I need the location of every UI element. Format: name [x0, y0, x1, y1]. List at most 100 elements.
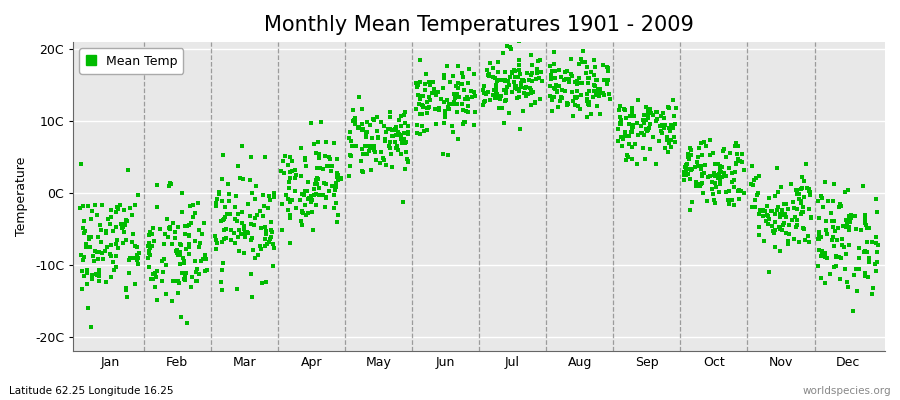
- Point: [385, 127, 400, 134]
- Point: [333, 175, 347, 182]
- Point: [266, 245, 281, 252]
- Point: [829, 262, 843, 269]
- Point: [860, 238, 874, 245]
- Point: [228, 204, 242, 210]
- Point: [796, 224, 810, 231]
- Point: [460, 94, 474, 100]
- Point: [111, 245, 125, 251]
- Point: [367, 147, 382, 153]
- Point: [289, 204, 303, 211]
- Point: [681, 151, 696, 158]
- Point: [662, 126, 677, 132]
- Point: [392, 130, 407, 137]
- Point: [862, 255, 877, 262]
- Point: [818, 254, 832, 260]
- Point: [281, 207, 295, 214]
- Point: [811, 198, 825, 204]
- Point: [374, 119, 388, 126]
- Point: [583, 111, 598, 117]
- Point: [526, 89, 540, 96]
- Point: [643, 106, 657, 113]
- Point: [147, 238, 161, 244]
- Point: [399, 139, 413, 146]
- Point: [629, 161, 643, 168]
- Point: [115, 224, 130, 230]
- Point: [79, 280, 94, 287]
- Point: [512, 67, 526, 73]
- Point: [83, 244, 97, 250]
- Point: [438, 114, 453, 120]
- Point: [621, 133, 635, 140]
- Point: [802, 206, 816, 212]
- Point: [457, 96, 472, 102]
- Point: [843, 215, 858, 222]
- Point: [479, 91, 493, 97]
- Point: [257, 224, 272, 230]
- Point: [451, 62, 465, 69]
- Point: [501, 110, 516, 116]
- Point: [858, 216, 872, 223]
- Point: [385, 133, 400, 139]
- Point: [803, 189, 817, 195]
- Point: [416, 93, 430, 99]
- Point: [246, 247, 260, 253]
- Point: [868, 261, 882, 268]
- Point: [292, 197, 307, 203]
- Point: [220, 226, 234, 232]
- Point: [253, 242, 267, 249]
- Point: [298, 156, 312, 163]
- Point: [752, 190, 766, 196]
- Point: [722, 188, 736, 194]
- Point: [490, 84, 504, 91]
- Point: [235, 209, 249, 215]
- Point: [443, 79, 457, 85]
- Point: [694, 163, 708, 170]
- Point: [381, 126, 395, 132]
- Point: [352, 94, 366, 100]
- Point: [510, 74, 525, 80]
- Point: [832, 204, 846, 210]
- Point: [182, 232, 196, 238]
- Point: [183, 203, 197, 210]
- Point: [582, 74, 597, 81]
- Point: [634, 129, 649, 136]
- Point: [455, 120, 470, 127]
- Point: [683, 167, 698, 173]
- Point: [781, 241, 796, 248]
- Point: [862, 225, 877, 232]
- Point: [212, 190, 227, 197]
- Point: [210, 202, 224, 209]
- Point: [158, 291, 173, 297]
- Point: [146, 271, 160, 278]
- Point: [708, 172, 723, 178]
- Point: [840, 220, 854, 227]
- Point: [184, 219, 198, 226]
- Point: [703, 152, 717, 158]
- Point: [618, 157, 633, 164]
- Point: [634, 123, 649, 130]
- Point: [192, 270, 206, 277]
- Point: [771, 224, 786, 230]
- Point: [215, 238, 230, 245]
- Point: [90, 272, 104, 278]
- Point: [85, 276, 99, 282]
- Point: [328, 182, 343, 189]
- Point: [707, 173, 722, 179]
- Point: [356, 145, 370, 152]
- Point: [118, 221, 132, 228]
- Point: [391, 147, 405, 154]
- Point: [794, 197, 808, 204]
- Point: [713, 167, 727, 173]
- Point: [833, 255, 848, 261]
- Point: [294, 218, 309, 225]
- Point: [482, 97, 497, 104]
- Point: [105, 259, 120, 265]
- Point: [843, 211, 858, 218]
- Point: [159, 261, 174, 268]
- Point: [257, 243, 272, 250]
- Point: [770, 204, 785, 210]
- Point: [311, 192, 326, 198]
- Point: [76, 225, 90, 232]
- Point: [715, 164, 729, 170]
- Point: [414, 123, 428, 130]
